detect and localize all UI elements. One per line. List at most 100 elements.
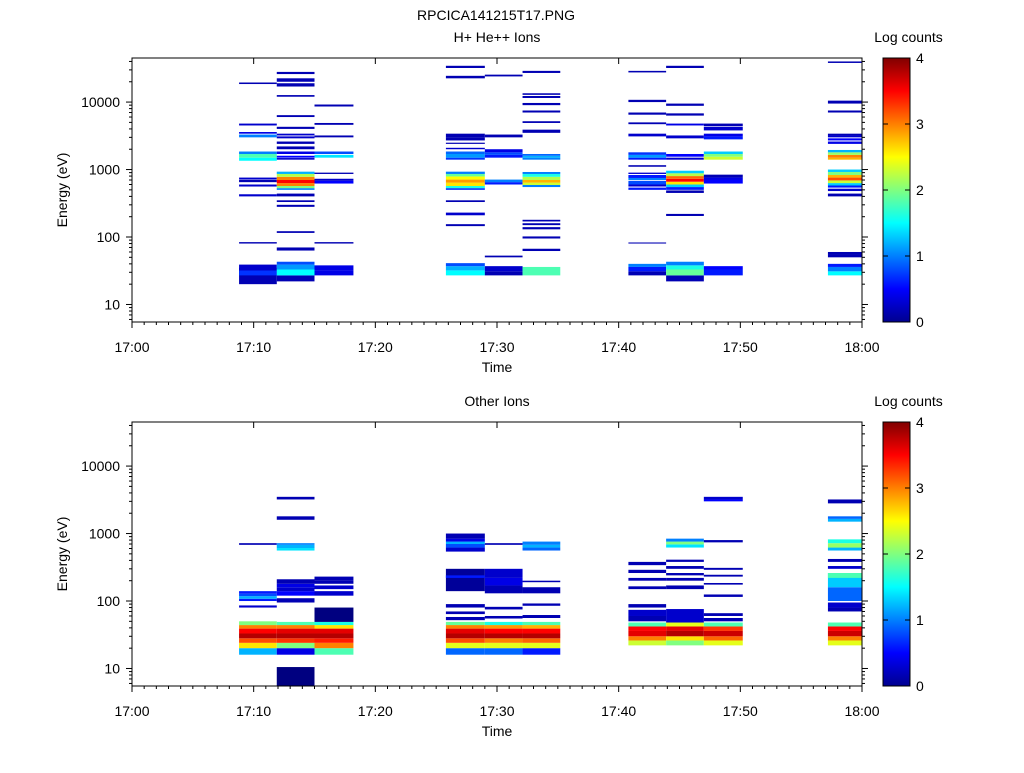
heatmap-cell xyxy=(484,577,523,586)
heatmap-cell xyxy=(239,598,277,602)
heatmap-cell xyxy=(522,541,561,545)
heatmap-cell xyxy=(276,171,315,174)
heatmap-cell xyxy=(314,633,354,639)
heatmap-cell xyxy=(522,603,561,606)
heatmap-cell xyxy=(445,153,485,158)
heatmap-cell xyxy=(239,593,277,597)
heatmap-cell xyxy=(445,212,485,216)
heatmap-cell xyxy=(445,638,485,643)
heatmap-cell xyxy=(522,185,561,188)
heatmap-cell xyxy=(827,149,862,153)
heatmap-cell xyxy=(666,541,704,545)
heatmap-cell xyxy=(314,638,354,643)
heatmap-cell xyxy=(314,265,354,271)
heatmap-cell xyxy=(445,648,485,655)
heatmap-cell xyxy=(827,251,862,255)
heatmap-cell xyxy=(666,577,704,581)
heatmap-cell xyxy=(314,154,354,158)
heatmap-cell xyxy=(276,544,315,549)
heatmap-cell xyxy=(703,636,743,641)
heatmap-cell xyxy=(827,630,862,637)
x-tick-label: 18:00 xyxy=(844,339,879,355)
heatmap-cell xyxy=(276,275,315,282)
heatmap-cell xyxy=(445,533,485,539)
heatmap-cell xyxy=(276,516,315,520)
heatmap-cell xyxy=(827,573,862,578)
heatmap-cell xyxy=(703,540,743,543)
x-tick-label: 17:10 xyxy=(236,703,271,719)
heatmap-cell xyxy=(239,591,277,594)
heatmap-cell xyxy=(239,270,277,276)
heatmap-cell xyxy=(276,496,315,500)
heatmap-cell xyxy=(314,642,354,649)
heatmap-cell xyxy=(276,543,315,545)
colorbar-tick-label: 4 xyxy=(916,50,924,66)
heatmap-cell xyxy=(314,585,354,590)
y-tick-label: 1000 xyxy=(89,162,120,178)
heatmap-cell xyxy=(666,65,704,68)
x-tick-label: 17:00 xyxy=(114,703,149,719)
heatmap-cell xyxy=(666,559,704,562)
heatmap-cell xyxy=(827,254,862,258)
heatmap-cell xyxy=(314,270,354,276)
heatmap-cell xyxy=(314,172,354,174)
heatmap-cell xyxy=(276,200,315,203)
x-tick-label: 17:10 xyxy=(236,339,271,355)
heatmap-cell xyxy=(239,157,277,161)
heatmap-cell xyxy=(522,153,561,156)
heatmap-cell xyxy=(239,184,277,187)
heatmap-cell xyxy=(484,134,523,138)
heatmap-cell xyxy=(314,180,354,184)
heatmap-cell xyxy=(703,499,743,502)
heatmap-cell xyxy=(628,630,667,637)
heatmap-cell xyxy=(703,151,743,154)
heatmap-cell xyxy=(239,242,277,244)
heatmap-cell xyxy=(827,602,862,608)
x-tick-label: 18:00 xyxy=(844,703,879,719)
heatmap-cell xyxy=(703,582,743,585)
heatmap-cell xyxy=(276,136,315,139)
heatmap-cell xyxy=(628,242,667,244)
heatmap-cell xyxy=(276,204,315,207)
heatmap-cell xyxy=(445,182,485,187)
x-axis-label: Time xyxy=(482,359,513,375)
heatmap-cell xyxy=(666,538,704,542)
heatmap-cell xyxy=(827,141,862,144)
heatmap-cell xyxy=(276,231,315,233)
heatmap-cell xyxy=(276,638,315,643)
x-axis-label: Time xyxy=(482,723,513,739)
heatmap-cells xyxy=(239,496,862,686)
heatmap-cell xyxy=(484,628,523,634)
heatmap-cell xyxy=(239,151,277,154)
heatmap-cell xyxy=(628,99,667,103)
heatmap-cell xyxy=(628,561,667,566)
heatmap-cell xyxy=(666,123,704,126)
heatmap-cell xyxy=(276,186,315,189)
heatmap-cell xyxy=(445,541,485,544)
heatmap-cell xyxy=(276,176,315,180)
heatmap-cell xyxy=(827,622,862,627)
heatmap-cell xyxy=(628,172,667,174)
heatmap-cell xyxy=(314,151,354,154)
heatmap-cell xyxy=(703,266,743,270)
heatmap-cell xyxy=(445,547,485,552)
heatmap-cell xyxy=(827,154,862,158)
heatmap-cell xyxy=(522,176,561,180)
heatmap-cell xyxy=(628,180,667,185)
heatmap-cell xyxy=(628,263,667,267)
heatmap-cell xyxy=(484,154,523,158)
heatmap-cell xyxy=(314,135,354,138)
heatmap-cell xyxy=(666,170,704,174)
panel-title: Other Ions xyxy=(464,393,529,409)
heatmap-cell xyxy=(276,183,315,187)
heatmap-cell xyxy=(522,182,561,185)
heatmap-cell xyxy=(703,622,743,627)
heatmap-cell xyxy=(666,178,704,182)
heatmap-cell xyxy=(445,628,485,634)
y-tick-label: 10 xyxy=(104,660,120,676)
heatmap-cell xyxy=(276,83,315,87)
heatmap-cell xyxy=(827,61,862,63)
heatmap-cell xyxy=(827,169,862,172)
heatmap-cell xyxy=(445,538,485,542)
heatmap-cell xyxy=(628,640,667,646)
